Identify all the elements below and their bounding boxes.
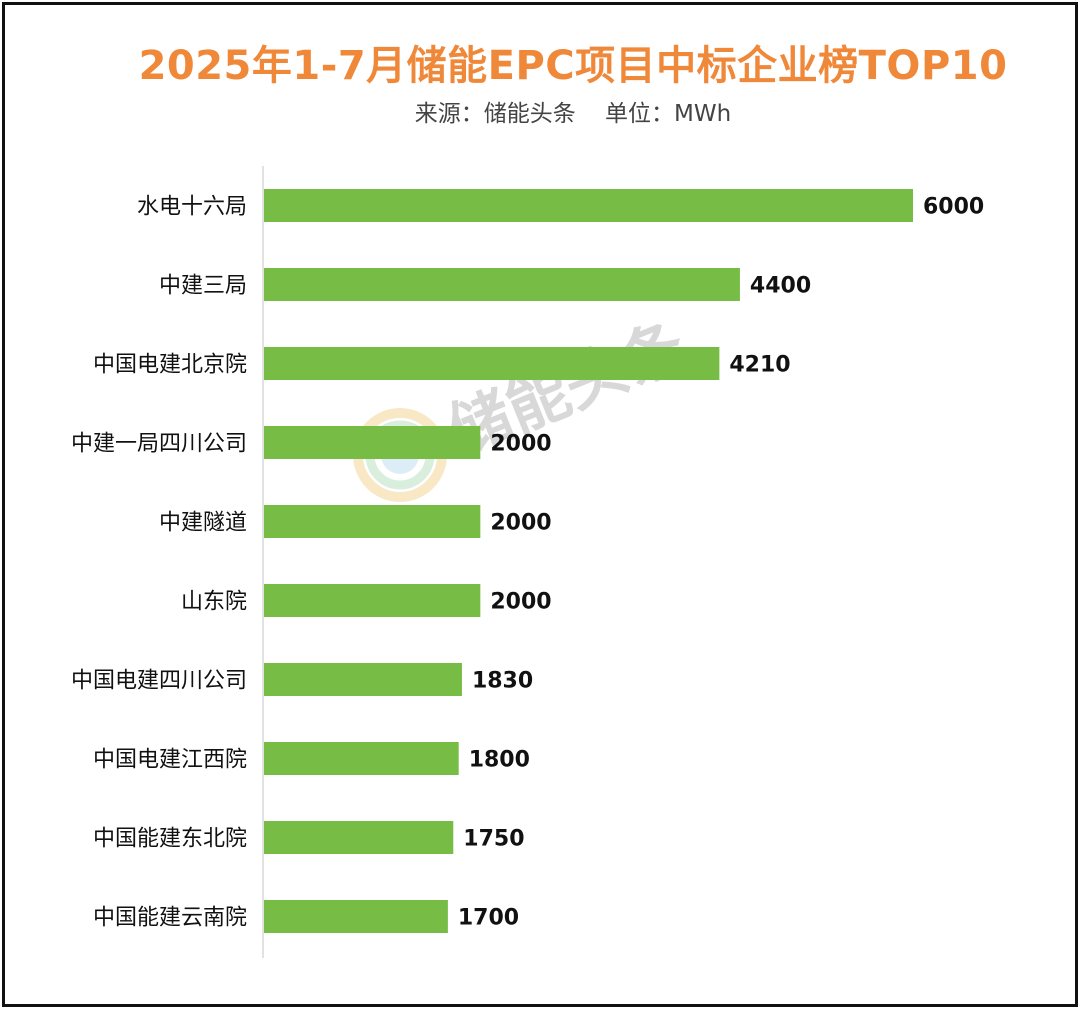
- category-label-10: 中国能建云南院: [93, 906, 247, 931]
- value-label-7: 1830: [472, 669, 533, 694]
- category-label-1: 水电十六局: [137, 195, 247, 220]
- category-label-3: 中国电建北京院: [93, 353, 247, 378]
- bar-7: [264, 663, 462, 696]
- category-label-5: 中建隧道: [159, 511, 247, 536]
- chart-title: 2025年1-7月储能EPC项目中标企业榜TOP10: [138, 43, 1008, 89]
- category-label-9: 中国能建东北院: [93, 827, 247, 852]
- value-label-9: 1750: [463, 827, 524, 852]
- value-label-5: 2000: [490, 511, 551, 536]
- bar-4: [264, 426, 481, 459]
- bar-3: [264, 347, 720, 380]
- value-label-1: 6000: [923, 195, 984, 220]
- chart-subtitle: 来源：储能头条 单位：MWh: [414, 101, 732, 127]
- bar-1: [264, 189, 913, 222]
- bar-2: [264, 268, 740, 301]
- value-label-8: 1800: [469, 748, 530, 773]
- value-label-3: 4210: [729, 353, 790, 378]
- bars: 水电十六局 6000 中建三局 4400 中国电建北京院 4210 中建一局四川公司 2000…: [71, 189, 984, 933]
- value-label-10: 1700: [458, 906, 519, 931]
- category-label-8: 中国电建江西院: [93, 748, 247, 773]
- bar-5: [264, 505, 481, 538]
- value-label-4: 2000: [490, 432, 551, 457]
- value-label-6: 2000: [490, 590, 551, 615]
- category-label-2: 中建三局: [159, 274, 247, 299]
- category-label-6: 山东院: [181, 590, 247, 615]
- bar-6: [264, 584, 481, 617]
- bar-8: [264, 742, 459, 775]
- bar-9: [264, 821, 454, 854]
- category-label-7: 中国电建四川公司: [71, 669, 247, 694]
- value-label-2: 4400: [750, 274, 811, 299]
- category-label-4: 中建一局四川公司: [71, 432, 247, 457]
- bar-10: [264, 900, 448, 933]
